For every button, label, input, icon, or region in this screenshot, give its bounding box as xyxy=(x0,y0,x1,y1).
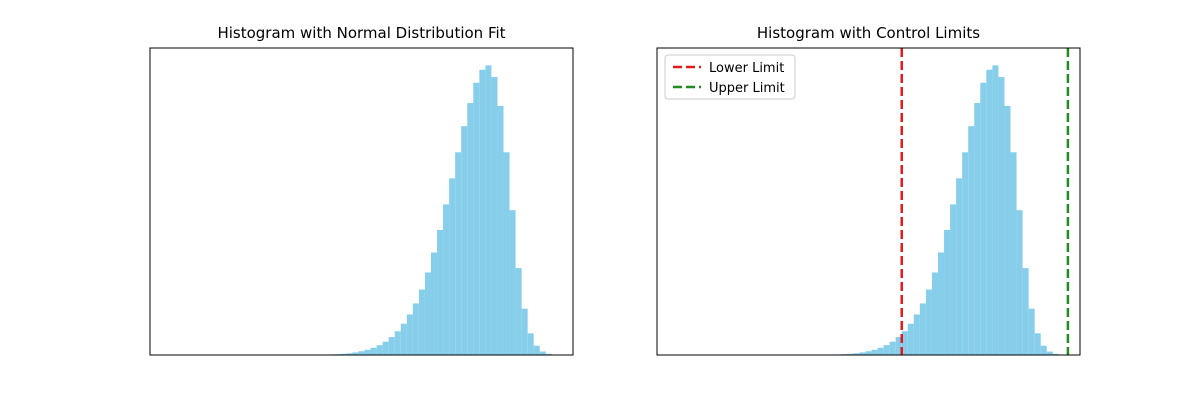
histogram-bar xyxy=(388,337,395,355)
histogram-bar xyxy=(1052,353,1059,355)
histogram-bar xyxy=(545,353,552,355)
histogram-bar xyxy=(346,353,353,355)
histogram-bar xyxy=(418,289,425,355)
histogram-bar xyxy=(412,303,419,355)
plot-frame xyxy=(149,47,574,356)
histogram-bar xyxy=(956,178,963,355)
histogram-bar xyxy=(847,353,854,355)
histogram-bar xyxy=(340,353,347,355)
legend: Lower Limit Upper Limit xyxy=(664,54,796,100)
plot-frame xyxy=(656,47,1081,356)
histogram-bar xyxy=(406,314,413,355)
histogram-bar xyxy=(539,351,546,355)
histogram-bar xyxy=(901,331,908,355)
histogram-bar xyxy=(931,272,938,355)
histogram-bar xyxy=(895,337,902,355)
histogram-bar xyxy=(461,126,468,355)
histogram-bar xyxy=(485,65,492,356)
histogram-bar xyxy=(859,352,866,355)
histogram-bar xyxy=(467,103,474,355)
histogram-bar xyxy=(950,204,957,355)
histogram-bar xyxy=(430,252,438,355)
legend-label: Upper Limit xyxy=(709,81,785,96)
histogram-bar xyxy=(962,152,969,355)
histogram-bar xyxy=(509,210,516,355)
histogram-bar xyxy=(883,345,890,355)
histogram-bar xyxy=(515,268,522,355)
histogram-bar xyxy=(944,229,951,355)
histogram-bar xyxy=(455,152,462,355)
histogram-bar xyxy=(1004,105,1011,355)
legend-label: Lower Limit xyxy=(709,61,784,76)
histogram-bar xyxy=(998,76,1005,355)
histogram-panel-left xyxy=(149,47,574,356)
histogram-bar xyxy=(1046,351,1053,355)
histogram-bar xyxy=(449,178,456,355)
histogram-bar xyxy=(980,82,987,356)
histogram-bar xyxy=(925,289,932,355)
histogram-bar xyxy=(400,323,407,355)
chart-title-left: Histogram with Normal Distribution Fit xyxy=(217,24,506,42)
histogram-bar xyxy=(986,69,993,356)
histogram-bar xyxy=(1010,152,1017,355)
histogram-bar xyxy=(364,349,371,355)
histogram-bar xyxy=(370,347,377,355)
histogram-bar xyxy=(533,345,540,355)
histogram-bar xyxy=(437,229,444,355)
legend-box xyxy=(664,54,796,100)
histogram-bar xyxy=(889,341,896,355)
histogram-bar xyxy=(376,345,383,355)
histogram-bar xyxy=(871,349,878,355)
histogram-bar xyxy=(968,126,975,355)
histogram-bar xyxy=(394,331,401,355)
histogram-bar xyxy=(358,351,365,355)
histogram-bar xyxy=(974,103,981,355)
histogram-bar xyxy=(877,347,884,355)
histogram-bar xyxy=(865,351,872,355)
histogram-bar xyxy=(352,352,359,355)
histogram-bar xyxy=(497,105,504,355)
histogram-bar xyxy=(992,65,999,356)
histogram-panel-right: Lower Limit Upper Limit xyxy=(656,47,1081,356)
chart-title-right: Histogram with Control Limits xyxy=(756,24,981,42)
histogram-bar xyxy=(937,252,945,355)
histogram-bar xyxy=(1028,308,1035,355)
histogram-bar xyxy=(913,314,920,355)
histogram-bar xyxy=(382,341,389,355)
histogram-bar xyxy=(853,353,860,355)
histogram-bar xyxy=(1034,333,1041,355)
histogram-bar xyxy=(521,308,528,355)
histogram-bar xyxy=(443,204,450,355)
histogram-bar xyxy=(1022,268,1029,355)
histogram-bar xyxy=(424,272,431,355)
histogram-bar xyxy=(491,76,498,355)
histogram-bar xyxy=(503,152,510,355)
histogram-bar xyxy=(479,69,486,356)
histogram-bar xyxy=(1016,210,1023,355)
histogram-bar xyxy=(907,323,914,355)
histogram-bar xyxy=(1040,345,1047,355)
histogram-bar xyxy=(527,333,534,355)
histogram-bar xyxy=(919,303,926,355)
histogram-bar xyxy=(473,82,480,356)
